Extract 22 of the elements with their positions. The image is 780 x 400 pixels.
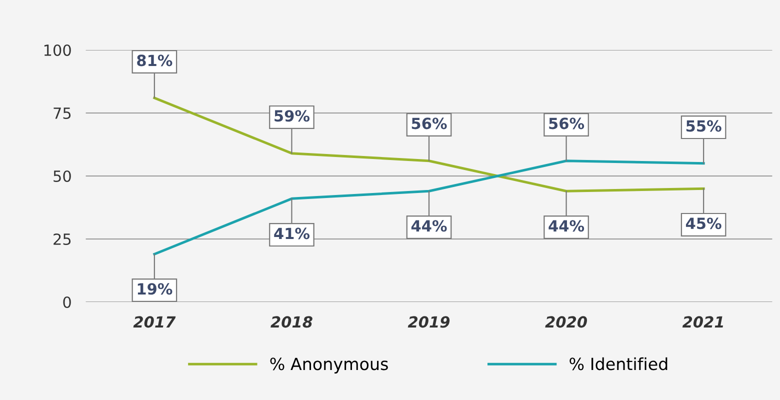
- y-tick-label: 0: [63, 296, 71, 308]
- x-tick-label: 2019: [408, 316, 450, 328]
- x-tick-label: 2018: [270, 316, 312, 328]
- x-tick-label: 2020: [545, 316, 587, 328]
- legend-label: % Identified: [570, 357, 668, 370]
- data-label: 45%: [686, 218, 722, 230]
- data-label: 56%: [549, 118, 584, 130]
- data-label: 44%: [548, 220, 584, 232]
- y-tick-label: 25: [54, 233, 71, 246]
- x-tick-label: 2017: [133, 316, 176, 328]
- x-tick-label: 2021: [682, 316, 724, 328]
- y-tick-label: 50: [54, 170, 71, 182]
- y-tick-label: 100: [44, 44, 71, 56]
- data-label: 55%: [686, 120, 722, 132]
- data-label: 59%: [274, 110, 310, 122]
- data-label: 44%: [411, 220, 447, 232]
- data-label: 41%: [274, 228, 310, 240]
- data-label: 81%: [137, 54, 172, 66]
- y-tick-label: 75: [54, 108, 71, 120]
- data-label: 56%: [412, 118, 447, 130]
- data-label: 19%: [138, 283, 172, 295]
- legend-label: % Anonymous: [270, 358, 388, 374]
